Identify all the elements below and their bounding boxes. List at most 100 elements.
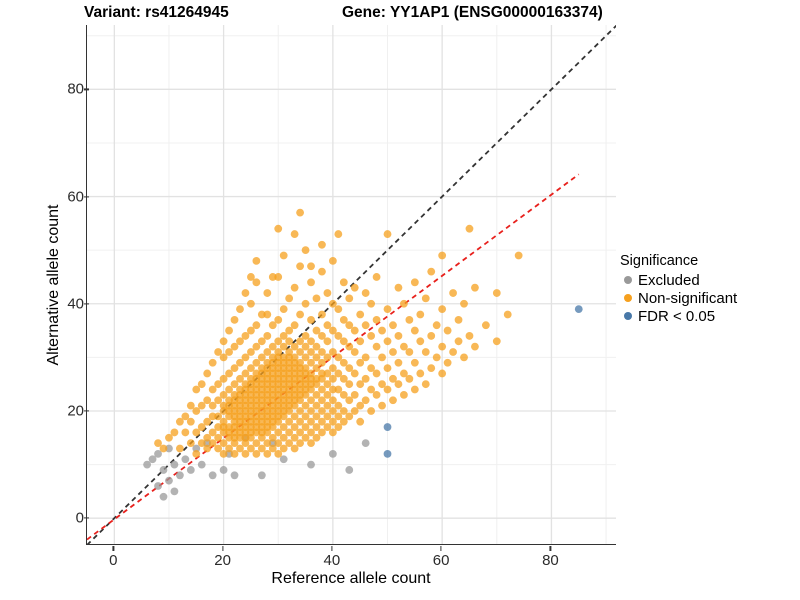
data-point: [159, 444, 168, 453]
data-point: [574, 305, 583, 314]
data-point: [296, 407, 304, 415]
data-point: [230, 407, 239, 415]
data-point: [263, 396, 272, 405]
data-point: [274, 439, 283, 448]
data-point: [274, 337, 283, 346]
x-tick-mark: [331, 546, 333, 551]
data-point: [263, 401, 272, 410]
data-point: [268, 401, 277, 410]
data-point: [339, 337, 348, 346]
data-point: [219, 417, 228, 426]
data-point: [400, 369, 408, 378]
data-point: [383, 423, 392, 431]
data-point: [230, 449, 239, 458]
data-point: [285, 385, 294, 394]
data-point: [257, 353, 266, 362]
data-point: [323, 423, 332, 431]
data-point: [296, 380, 304, 389]
data-point: [247, 348, 255, 356]
data-point: [219, 407, 228, 415]
data-point: [236, 396, 244, 405]
data-point: [296, 337, 304, 346]
data-point: [301, 299, 310, 308]
data-point: [345, 380, 354, 389]
data-point: [323, 412, 332, 421]
data-point: [219, 374, 228, 383]
data-point: [410, 385, 419, 394]
data-point: [400, 390, 408, 399]
data-point: [356, 417, 365, 426]
data-point: [208, 358, 217, 367]
legend-item[interactable]: FDR < 0.05: [620, 307, 796, 325]
data-point: [318, 369, 326, 378]
data-point: [400, 299, 408, 308]
data-point: [143, 460, 152, 469]
data-point: [339, 358, 348, 367]
data-point: [203, 417, 212, 426]
data-point: [230, 412, 239, 421]
data-point: [328, 348, 337, 356]
data-point: [268, 407, 277, 415]
data-point: [175, 417, 184, 426]
y-tick-label: 60: [67, 188, 84, 206]
data-point: [241, 449, 250, 458]
plot-panel: [86, 25, 616, 545]
data-point: [247, 299, 255, 308]
data-point: [247, 364, 255, 372]
data-point: [312, 412, 321, 421]
data-point: [257, 310, 266, 319]
legend-item[interactable]: Non-significant: [620, 289, 796, 307]
data-point: [279, 332, 288, 340]
data-point: [203, 396, 212, 405]
data-point: [339, 374, 348, 383]
data-point: [328, 256, 337, 265]
data-point: [367, 385, 376, 394]
data-point: [225, 401, 233, 410]
data-point: [279, 385, 288, 394]
data-point: [241, 353, 250, 362]
data-point: [410, 326, 419, 335]
data-point: [372, 315, 381, 324]
data-point: [268, 390, 277, 399]
data-point: [394, 332, 403, 340]
data-point: [350, 326, 359, 335]
data-point: [312, 433, 321, 442]
data-point: [318, 407, 326, 415]
data-point: [214, 433, 223, 442]
data-point: [328, 326, 337, 335]
data-point: [389, 321, 397, 330]
legend-item-label: Non-significant: [638, 289, 738, 307]
x-tick-label: 40: [323, 552, 341, 569]
legend-item[interactable]: Excluded: [620, 271, 796, 289]
data-point: [410, 278, 419, 287]
data-point: [334, 230, 343, 238]
data-point: [421, 294, 430, 303]
data-point: [181, 455, 190, 464]
data-point: [268, 380, 277, 389]
data-point: [197, 401, 206, 410]
data-point: [230, 342, 239, 351]
data-point: [503, 310, 512, 319]
data-point: [268, 439, 277, 448]
data-point: [361, 321, 370, 330]
data-point: [257, 396, 266, 405]
data-point: [307, 348, 315, 356]
data-point: [230, 364, 239, 372]
data-point: [279, 374, 288, 383]
data-point: [274, 449, 283, 458]
data-point: [241, 433, 250, 442]
data-point: [274, 369, 283, 378]
data-point: [192, 444, 201, 453]
data-point: [170, 460, 179, 469]
data-point: [159, 492, 168, 501]
y-tick-mark: [84, 303, 89, 305]
data-point: [219, 449, 228, 458]
data-point: [296, 348, 304, 356]
data-point: [263, 358, 272, 367]
data-point: [356, 337, 365, 346]
data-point: [230, 380, 239, 389]
y-tick-mark: [84, 195, 89, 198]
data-point: [356, 358, 365, 367]
y-axis-title: Alternative allele count: [45, 204, 62, 366]
data-point: [268, 342, 277, 351]
